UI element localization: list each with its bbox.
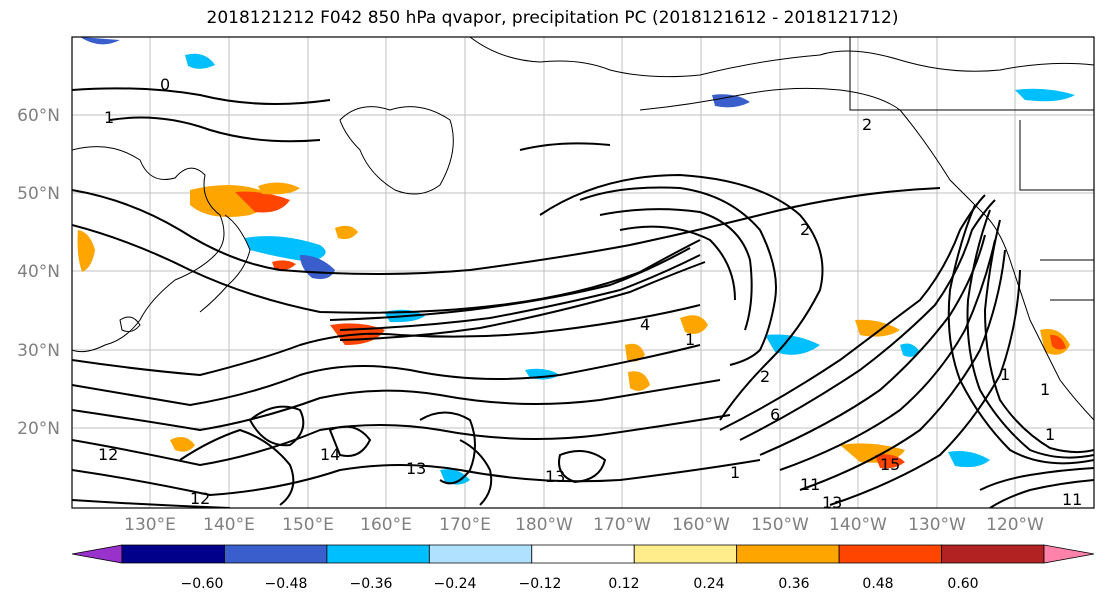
colorbar-segment xyxy=(71,544,123,564)
colorbar-tick-label: 0.48 xyxy=(862,576,893,592)
contour-label: 1 xyxy=(685,330,695,349)
contour-label: 2 xyxy=(862,115,872,134)
contour-label: 11 xyxy=(800,475,820,494)
lat-label: 60°N xyxy=(17,106,60,126)
colorbar-segment xyxy=(941,544,1045,564)
contour-label: 15 xyxy=(880,455,900,474)
lon-label: 160°E xyxy=(360,515,412,535)
lon-label: 140°W xyxy=(829,515,887,535)
contour-label: 1 xyxy=(730,463,740,482)
lon-label: 170°E xyxy=(439,515,491,535)
lon-label: 130°E xyxy=(124,515,176,535)
contour-label: 2 xyxy=(800,220,810,239)
contour-label: 12 xyxy=(98,445,118,464)
contour-label: 1 xyxy=(1040,380,1050,399)
lat-label: 30°N xyxy=(17,341,60,361)
colorbar-segment xyxy=(838,544,942,564)
colorbar-tick-label: 0.60 xyxy=(947,576,978,592)
lon-label: 130°W xyxy=(908,515,966,535)
contour-label: 1 xyxy=(104,108,114,127)
qvapor-contours xyxy=(72,87,1094,508)
colorbar-segment xyxy=(531,544,635,564)
map-title: 2018121212 F042 850 hPa qvapor, precipit… xyxy=(206,8,899,28)
contour-label: 13 xyxy=(545,467,565,486)
colorbar-segment xyxy=(736,544,840,564)
colorbar-tick-label: −0.12 xyxy=(519,576,562,592)
contour-label: 2 xyxy=(760,367,770,386)
colorbar-segment xyxy=(224,544,328,564)
colorbar-segments xyxy=(71,544,1095,564)
contour-label: 11 xyxy=(1062,490,1082,509)
longitude-labels: 130°E 140°E 150°E 160°E 170°E 180°W 170°… xyxy=(124,515,1044,535)
colorbar-segment xyxy=(121,544,225,564)
lon-label: 150°E xyxy=(282,515,334,535)
contour-label: 6 xyxy=(770,405,780,424)
coastlines xyxy=(72,37,1094,421)
colorbar-tick-label: 0.24 xyxy=(693,576,724,592)
colorbar-segment xyxy=(633,544,738,564)
colorbar-tick-label: −0.48 xyxy=(265,576,308,592)
gridlines xyxy=(72,37,1094,508)
precip-shading xyxy=(77,37,1075,485)
colorbar-tick-label: −0.36 xyxy=(350,576,393,592)
contour-label: 14 xyxy=(320,445,340,464)
contour-label: 1 xyxy=(1045,425,1055,444)
contour-label: 0 xyxy=(160,75,170,94)
contour-label: 1 xyxy=(1000,365,1010,384)
lon-label: 150°W xyxy=(751,515,809,535)
lon-label: 120°W xyxy=(986,515,1044,535)
lon-label: 140°E xyxy=(203,515,255,535)
latitude-labels: 60°N 50°N 40°N 30°N 20°N xyxy=(17,106,60,439)
lon-label: 160°W xyxy=(672,515,730,535)
colorbar-tick-labels: −0.60 −0.48 −0.36 −0.24 −0.12 0.12 0.24 … xyxy=(181,576,979,592)
contour-label: 4 xyxy=(640,315,650,334)
contour-label: 13 xyxy=(822,493,842,512)
colorbar-tick-label: −0.60 xyxy=(181,576,224,592)
colorbar-tick-label: −0.24 xyxy=(434,576,477,592)
lat-label: 40°N xyxy=(17,262,60,282)
lat-label: 20°N xyxy=(17,419,60,439)
colorbar-segment xyxy=(428,544,533,564)
lon-label: 180°W xyxy=(515,515,573,535)
contour-label: 13 xyxy=(406,459,426,478)
contour-label: 12 xyxy=(190,489,210,508)
colorbar: −0.60 −0.48 −0.36 −0.24 −0.12 0.12 0.24 … xyxy=(71,544,1095,592)
colorbar-tick-label: 0.12 xyxy=(608,576,639,592)
contour-labels: 1 0 12 12 13 14 13 11 13 11 15 2 4 1 2 6… xyxy=(98,75,1082,512)
lat-label: 50°N xyxy=(17,184,60,204)
map-frame xyxy=(71,36,1095,509)
colorbar-segment xyxy=(326,544,430,564)
lon-label: 170°W xyxy=(593,515,651,535)
colorbar-tick-label: 0.36 xyxy=(778,576,809,592)
colorbar-segment xyxy=(1043,544,1095,564)
